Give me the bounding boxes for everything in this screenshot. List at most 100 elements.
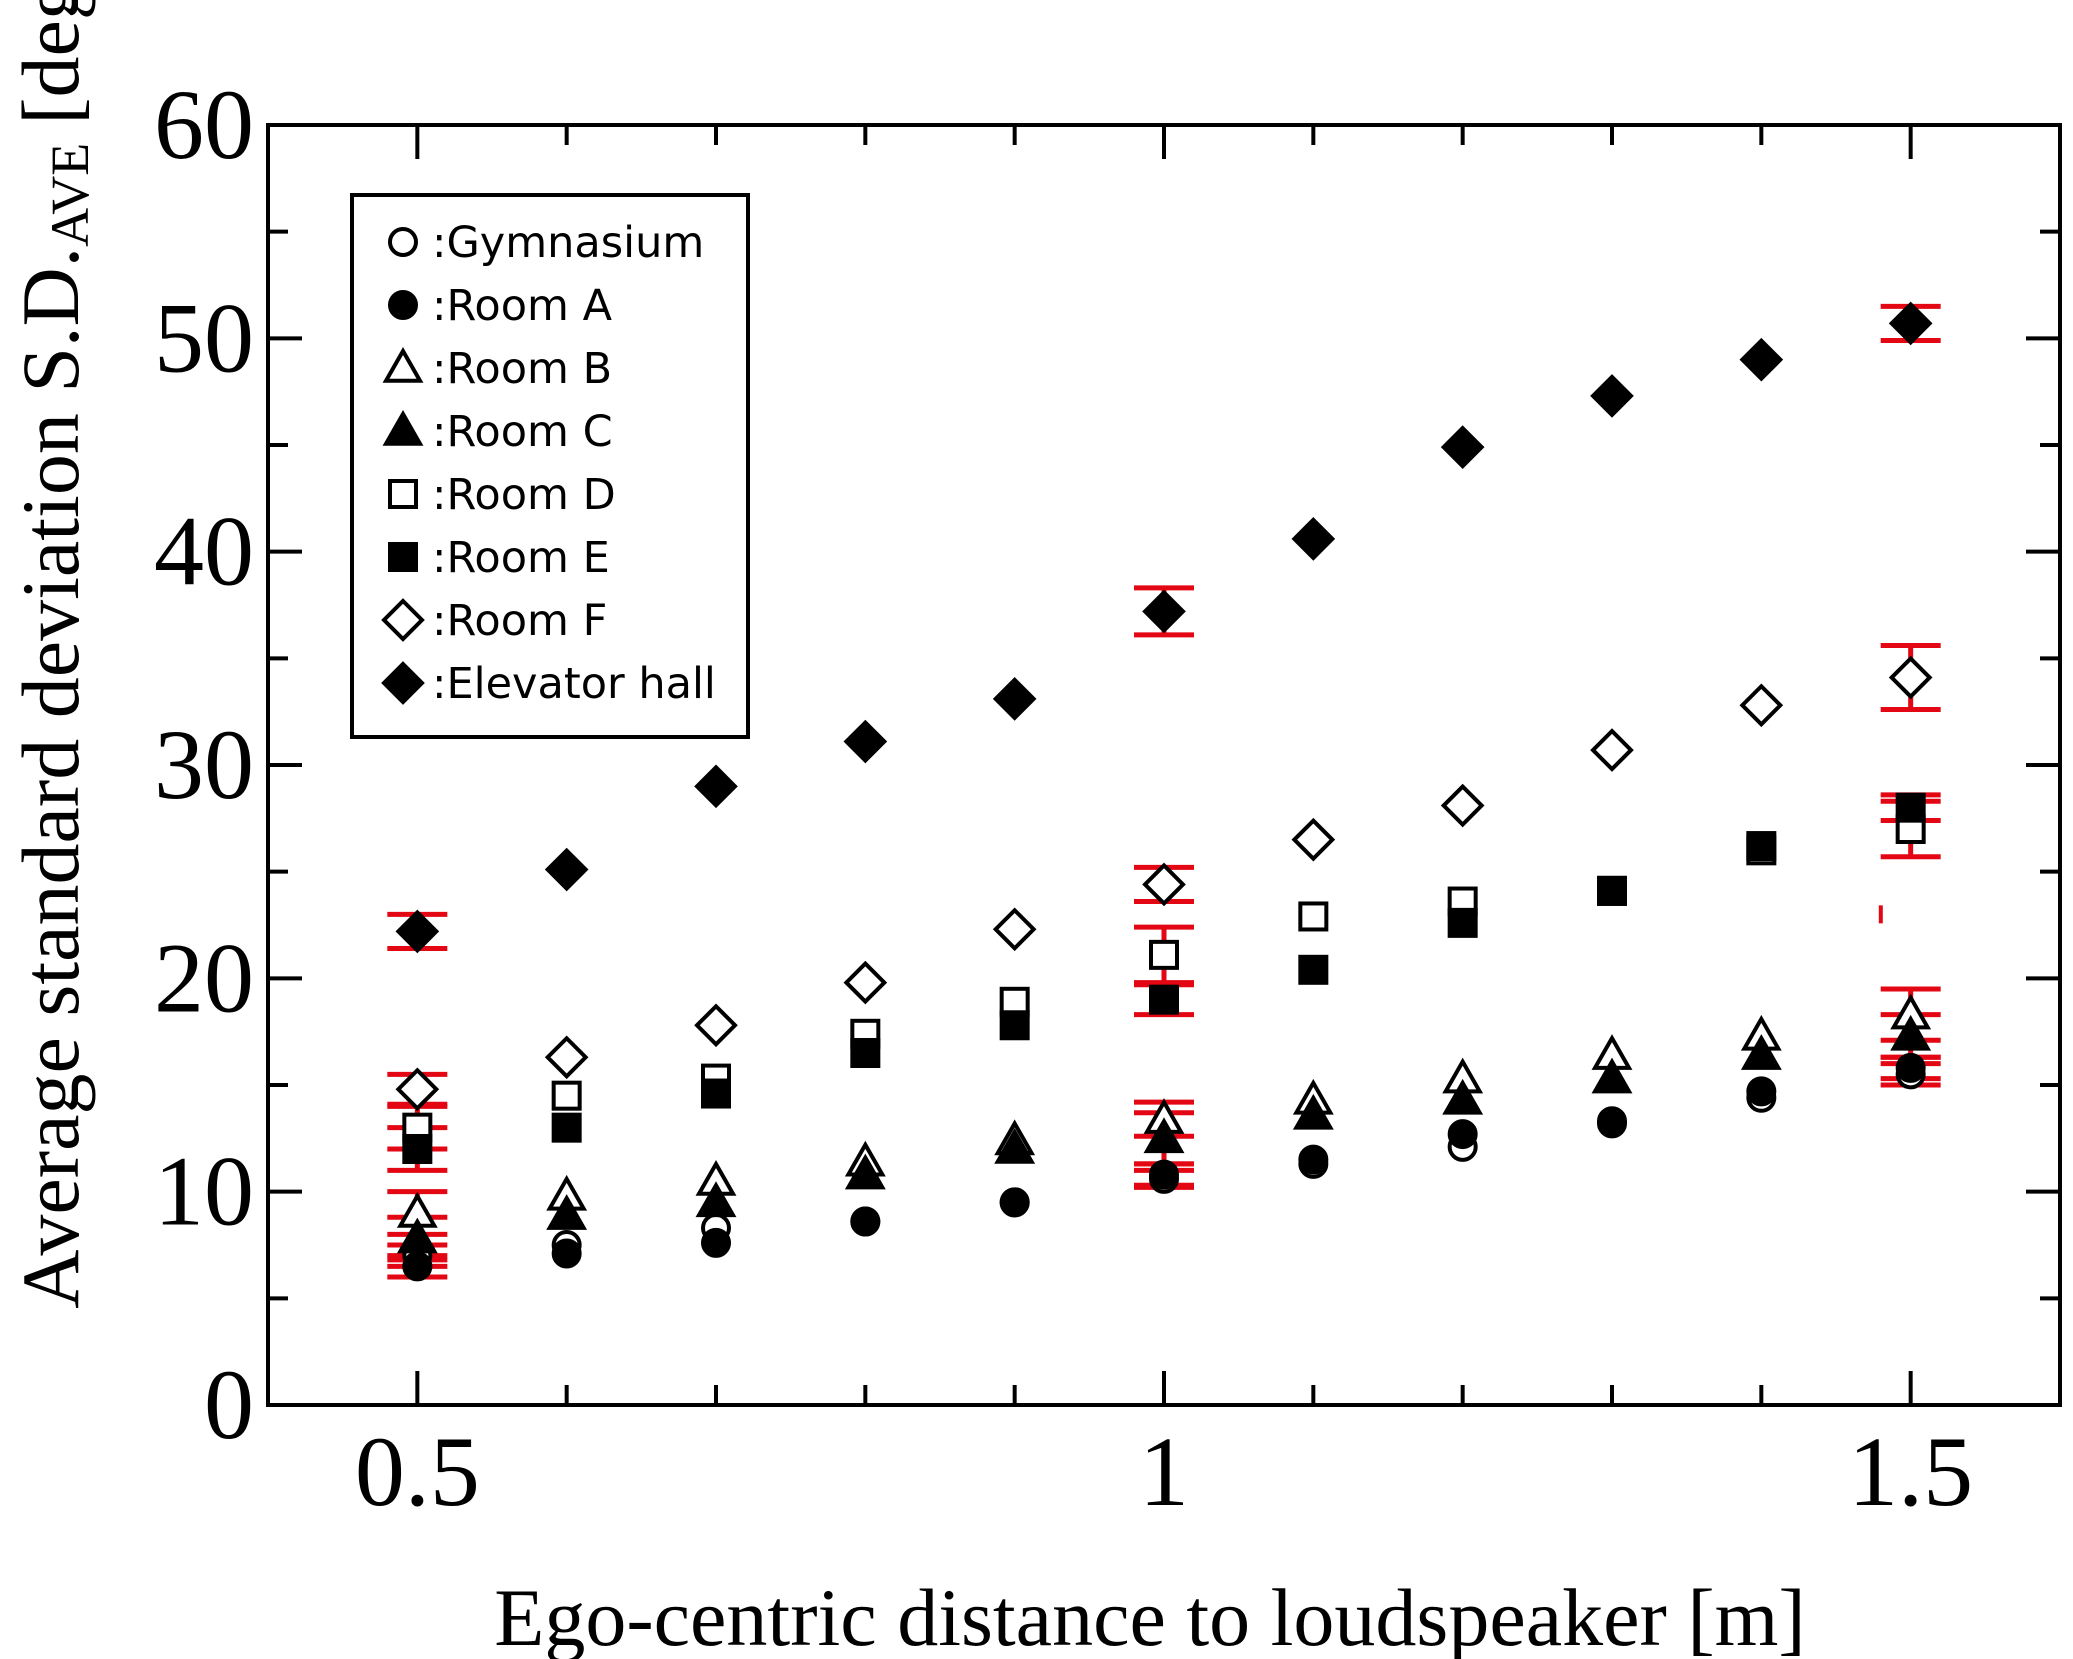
marker-room-e: [551, 1112, 582, 1143]
y-tick-label: 30: [154, 709, 254, 820]
series-room-e: [402, 792, 1926, 1164]
x-tick-label: 1.5: [1848, 1416, 1973, 1527]
marker-room-e: [999, 1010, 1030, 1041]
x-axis-label: Ego-centric distance to loudspeaker [m]: [494, 1572, 1805, 1659]
marker-room-e: [701, 1078, 731, 1109]
legend-label-gymnasium: :Gymnasium: [432, 218, 704, 268]
marker-room-f: [1739, 683, 1784, 728]
marker-room-a: [1298, 1144, 1329, 1175]
legend-label-room-d: :Room D: [432, 470, 616, 520]
x-tick-label: 1: [1139, 1416, 1189, 1527]
legend-box: [350, 193, 750, 739]
marker-room-c: [1442, 1078, 1484, 1115]
legend: :Gymnasium :Room A :Room B :Room C :Room D :R…: [350, 193, 750, 739]
marker-room-e: [1895, 792, 1926, 823]
y-tick-label: 50: [154, 282, 254, 393]
marker-elevator-hall: [395, 909, 440, 954]
marker-elevator-hall: [1440, 425, 1485, 469]
marker-room-c: [396, 1217, 438, 1254]
marker-room-e: [402, 1134, 433, 1164]
marker-room-f: [1291, 817, 1336, 862]
series-room-f: [395, 655, 1933, 1112]
marker-elevator-hall: [1142, 589, 1186, 634]
legend-label-room-b: :Room B: [432, 344, 612, 394]
marker-room-e: [1298, 954, 1329, 985]
marker-room-a: [1447, 1119, 1478, 1150]
marker-room-f: [1590, 728, 1634, 772]
marker-elevator-hall: [544, 847, 589, 892]
marker-room-a: [1895, 1052, 1926, 1083]
marker-room-d: [551, 1080, 582, 1111]
marker-elevator-hall: [1590, 374, 1634, 418]
marker-room-e: [850, 1038, 881, 1068]
marker-room-f: [1142, 862, 1186, 907]
marker-room-e: [1447, 907, 1478, 938]
series-room-c: [396, 1014, 1932, 1254]
marker-room-e: [1597, 875, 1627, 906]
marker-room-f: [992, 907, 1037, 952]
marker-elevator-hall: [1291, 517, 1336, 561]
marker-room-c: [546, 1194, 588, 1230]
legend-marker-room-e: [388, 542, 418, 572]
marker-room-c: [994, 1127, 1036, 1164]
legend-marker-gymnasium: [388, 227, 418, 257]
marker-room-a: [1149, 1159, 1179, 1190]
marker-room-f: [1440, 783, 1485, 828]
y-axis-label-subscript: AVE: [40, 143, 100, 247]
y-axis-label: Average standard deviation S.D.AVE [deg.]: [5, 0, 100, 1309]
series-room-a: [402, 1052, 1926, 1282]
marker-room-c: [1591, 1057, 1633, 1094]
marker-elevator-hall: [1739, 337, 1784, 382]
legend-marker-room-a: [388, 290, 418, 320]
y-tick-label: 40: [154, 496, 254, 607]
marker-room-f: [544, 1035, 589, 1080]
marker-room-d: [1149, 939, 1179, 970]
legend-label-room-c: :Room C: [432, 407, 613, 457]
marker-room-a: [1597, 1108, 1627, 1139]
y-axis-label-unit: [deg.]: [5, 0, 96, 125]
marker-elevator-hall: [1888, 301, 1933, 346]
marker-room-c: [844, 1153, 886, 1190]
marker-room-d: [1298, 901, 1329, 932]
series-elevator-hall: [395, 301, 1933, 954]
legend-label-elevator-hall: :Elevator hall: [432, 659, 716, 709]
marker-room-f: [694, 1003, 738, 1048]
legend-marker-room-f: [381, 598, 425, 642]
y-axis-label-main: Average standard deviation S.D.: [5, 247, 96, 1309]
marker-elevator-hall: [992, 677, 1037, 721]
marker-room-c: [1292, 1093, 1334, 1130]
marker-room-e: [1746, 831, 1777, 862]
marker-elevator-hall: [694, 764, 738, 809]
y-tick-label: 10: [154, 1136, 254, 1247]
x-tick-label: 0.5: [355, 1416, 480, 1527]
marker-room-c: [1143, 1117, 1185, 1154]
marker-room-a: [850, 1206, 881, 1237]
marker-room-f: [395, 1067, 440, 1112]
marker-room-c: [695, 1181, 737, 1218]
marker-room-a: [1746, 1076, 1777, 1107]
y-tick-label: 60: [154, 69, 254, 180]
legend-marker-room-d: [388, 479, 418, 509]
marker-room-a: [551, 1238, 582, 1269]
legend-marker-elevator-hall: [381, 661, 425, 705]
marker-elevator-hall: [843, 719, 888, 764]
tick-labels: 0 10 20 30 40 50 60 0.5 1 1.5: [154, 69, 1973, 1527]
legend-label-room-e: :Room E: [432, 533, 610, 583]
legend-marker-room-c: [382, 409, 424, 446]
marker-room-c: [1740, 1034, 1782, 1070]
legend-label-room-f: :Room F: [432, 596, 607, 646]
legend-marker-room-b: [382, 346, 424, 383]
data-markers: [395, 301, 1933, 1282]
marker-room-e: [1149, 984, 1179, 1015]
y-tick-label: 0: [204, 1349, 254, 1460]
marker-room-c: [1890, 1014, 1932, 1051]
marker-room-f: [843, 960, 888, 1005]
legend-label-room-a: :Room A: [432, 281, 613, 331]
y-tick-label: 20: [154, 922, 254, 1033]
axes: [266, 123, 2062, 1407]
marker-room-a: [402, 1251, 433, 1282]
marker-room-f: [1888, 655, 1933, 700]
marker-room-a: [999, 1187, 1030, 1218]
marker-room-a: [701, 1227, 731, 1258]
